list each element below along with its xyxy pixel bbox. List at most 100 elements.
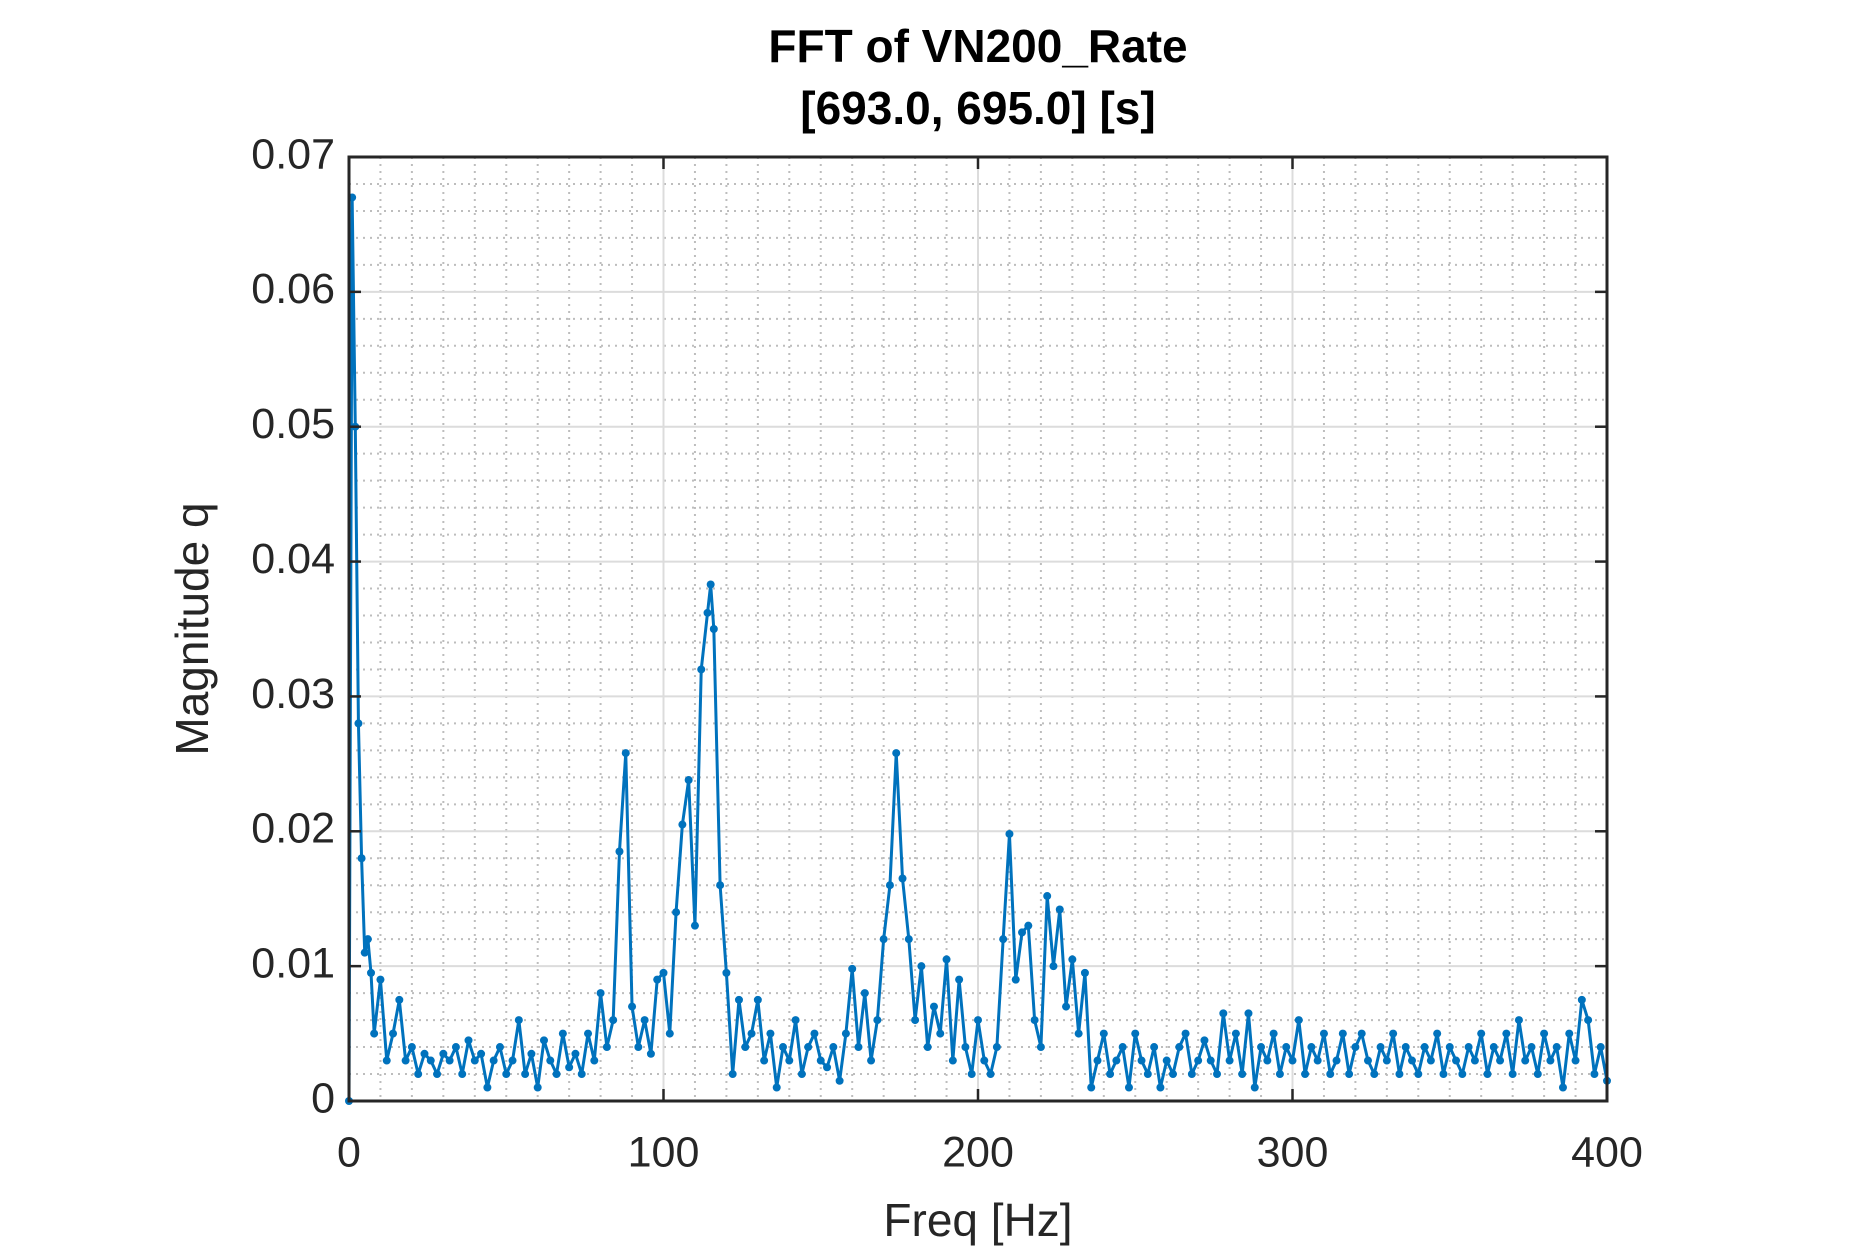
data-point <box>911 1016 920 1025</box>
y-tick-label: 0.02 <box>251 805 335 853</box>
data-point <box>1106 1070 1115 1079</box>
data-point <box>464 1036 473 1045</box>
data-point <box>1408 1056 1417 1065</box>
data-point <box>1143 1070 1152 1079</box>
data-point <box>546 1056 555 1065</box>
data-point <box>634 1043 643 1052</box>
data-point <box>1508 1070 1517 1079</box>
data-point <box>1483 1070 1492 1079</box>
data-point <box>659 968 668 977</box>
data-point <box>1382 1056 1391 1065</box>
data-point <box>697 665 706 674</box>
data-point <box>646 1049 655 1058</box>
data-point <box>360 948 369 957</box>
data-point <box>1150 1043 1159 1052</box>
data-point <box>1319 1029 1328 1038</box>
data-point <box>477 1049 486 1058</box>
data-point <box>999 935 1008 944</box>
data-point <box>1118 1043 1127 1052</box>
data-point <box>672 908 681 917</box>
data-point <box>1200 1036 1209 1045</box>
data-point <box>1351 1043 1360 1052</box>
data-point <box>942 955 951 964</box>
data-point <box>665 1029 674 1038</box>
data-point <box>363 935 372 944</box>
data-point <box>1401 1043 1410 1052</box>
data-point <box>709 625 718 633</box>
data-point <box>841 1029 850 1038</box>
data-point <box>1489 1043 1498 1052</box>
x-tick-label: 200 <box>942 1128 1014 1176</box>
axes: 0 100 200 300 400 0 0.01 0.02 0.03 0.04 0.05 0.06 0.… <box>251 130 1643 1176</box>
data-point <box>791 1016 800 1025</box>
data-point <box>1439 1070 1448 1079</box>
data-point <box>1263 1056 1272 1065</box>
data-point <box>1590 1070 1599 1079</box>
data-point <box>1577 995 1586 1004</box>
data-point <box>590 1056 599 1065</box>
y-tick-label: 0.06 <box>251 265 335 313</box>
data-point <box>873 1016 882 1025</box>
data-point <box>451 1043 460 1052</box>
data-point <box>1282 1043 1291 1052</box>
data-point <box>1332 1056 1341 1065</box>
data-point <box>1231 1029 1240 1038</box>
data-point <box>653 975 662 984</box>
data-point <box>955 975 964 984</box>
y-tick-label: 0.07 <box>251 130 335 178</box>
data-point <box>382 1056 391 1065</box>
data-point <box>1363 1056 1372 1065</box>
data-point <box>1219 1009 1228 1018</box>
data-point <box>584 1029 593 1038</box>
data-point <box>414 1070 423 1079</box>
data-point <box>1225 1056 1234 1065</box>
data-point <box>367 968 376 977</box>
data-point <box>797 1070 806 1079</box>
data-point <box>1288 1056 1297 1065</box>
data-point <box>1062 1002 1071 1011</box>
data-point <box>1018 928 1027 937</box>
data-point <box>716 881 725 890</box>
data-point <box>357 854 366 863</box>
data-point <box>1162 1056 1171 1065</box>
data-point <box>885 881 894 890</box>
data-point <box>596 989 605 998</box>
data-point <box>829 1043 838 1052</box>
data-point <box>1213 1070 1222 1079</box>
data-point <box>628 1002 637 1011</box>
data-point <box>1426 1056 1435 1065</box>
data-point <box>835 1076 844 1085</box>
data-point <box>779 1043 788 1052</box>
data-point <box>458 1070 467 1079</box>
data-point <box>1540 1029 1549 1038</box>
data-point <box>823 1063 832 1072</box>
x-axis-label: Freq [Hz] <box>883 1194 1072 1246</box>
data-point <box>1238 1070 1247 1079</box>
chart-subtitle: [693.0, 695.0] [s] <box>800 82 1155 134</box>
data-point <box>980 1056 989 1065</box>
data-point <box>565 1063 574 1072</box>
data-point <box>892 749 901 758</box>
data-point <box>1395 1070 1404 1079</box>
data-point <box>1527 1043 1536 1052</box>
data-point <box>1420 1043 1429 1052</box>
data-point <box>527 1049 536 1058</box>
data-point <box>1244 1009 1253 1018</box>
data-point <box>1552 1043 1561 1052</box>
series-line <box>347 195 1609 1102</box>
data-point <box>483 1083 492 1092</box>
data-point <box>804 1043 813 1052</box>
data-point <box>1024 921 1033 930</box>
data-point <box>760 1056 769 1065</box>
y-tick-label: 0 <box>311 1074 335 1122</box>
data-point <box>552 1070 561 1079</box>
data-point <box>678 820 687 829</box>
data-point <box>1049 962 1058 971</box>
data-point <box>1571 1056 1580 1065</box>
data-point <box>1187 1070 1196 1079</box>
plot-area <box>345 193 1611 1105</box>
data-point <box>1099 1029 1108 1038</box>
data-point <box>1257 1043 1266 1052</box>
data-point <box>1005 829 1014 838</box>
